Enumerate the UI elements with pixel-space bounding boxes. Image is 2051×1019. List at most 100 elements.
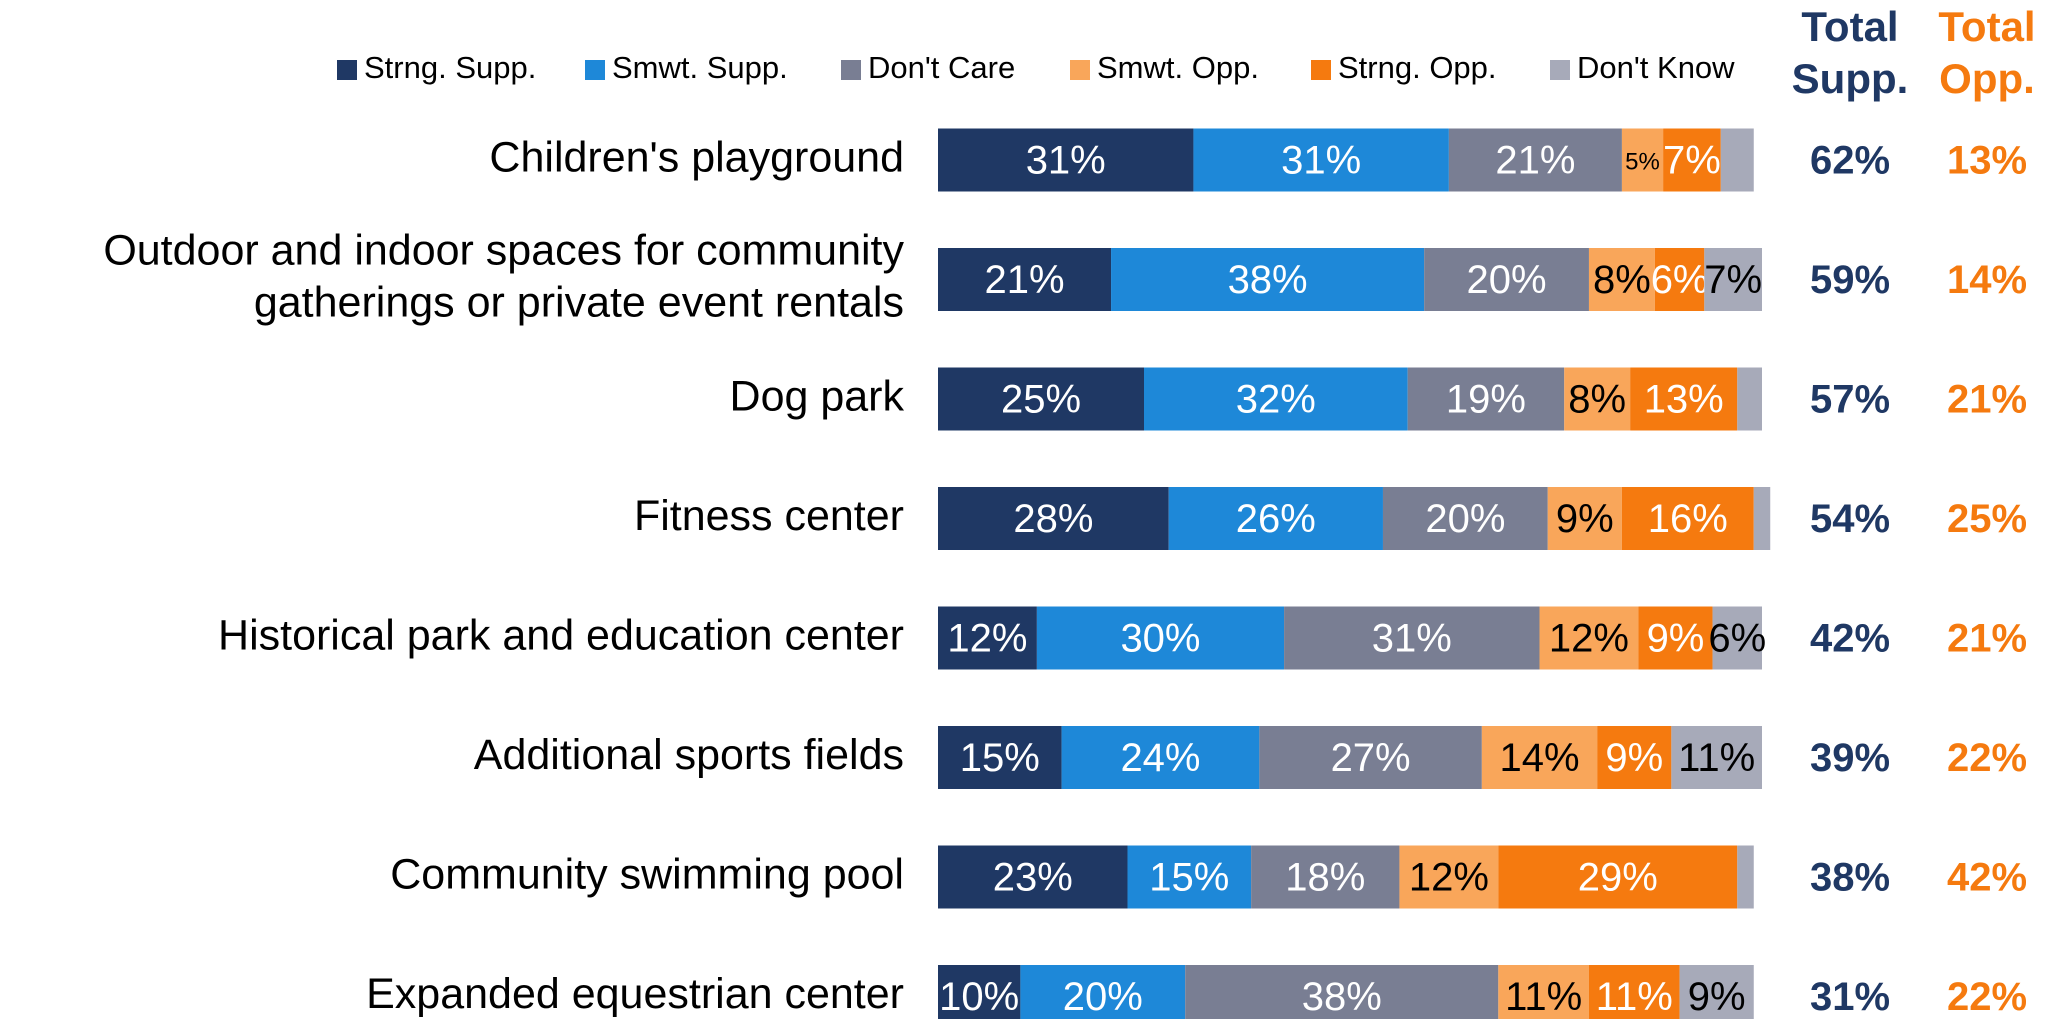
- bar-label: 16%: [1648, 497, 1728, 541]
- total-value: 14%: [1947, 258, 2027, 302]
- bar-segment: [938, 248, 1112, 311]
- bar-segment: [1638, 606, 1713, 670]
- bar-segment: [1251, 845, 1400, 909]
- legend-swatch: [1550, 60, 1570, 80]
- total-header: Total Supp.: [1792, 3, 1909, 102]
- bar-segment: [1259, 726, 1482, 789]
- legend-label: Smwt. Opp.: [1097, 50, 1259, 85]
- legend-label: Strng. Supp.: [364, 50, 536, 85]
- category-label: Historical park and education center: [218, 611, 904, 659]
- bar-segment: [1737, 367, 1762, 431]
- bar-segment: [1284, 606, 1540, 670]
- legend-swatch: [1070, 60, 1090, 80]
- bar-segment: [1588, 248, 1655, 311]
- bar-label: 14%: [1499, 736, 1579, 780]
- bar-segment: [1111, 248, 1425, 311]
- total-value: 31%: [1810, 975, 1890, 1019]
- bar-label: 18%: [1285, 856, 1365, 900]
- bar-segment: [1663, 128, 1721, 192]
- category-label: Dog park: [730, 372, 905, 420]
- bar-label: 7%: [1663, 139, 1721, 183]
- bar-label: 9%: [1688, 975, 1746, 1019]
- bar-label: 8%: [1593, 258, 1651, 302]
- bar-segment: [1382, 487, 1548, 550]
- total-header: Total Opp.: [1938, 3, 2035, 102]
- total-value: 54%: [1810, 497, 1890, 541]
- total-value: 42%: [1810, 617, 1890, 661]
- bar-label: 9%: [1556, 497, 1614, 541]
- bar-segment: [1720, 128, 1754, 192]
- legend-label: Don't Know: [1577, 50, 1735, 85]
- bar-label: 11%: [1505, 975, 1582, 1019]
- total-value: 21%: [1947, 617, 2027, 661]
- legend-label: Smwt. Supp.: [612, 50, 788, 85]
- bar-segment: [1407, 367, 1565, 431]
- bar-segment: [1753, 487, 1771, 550]
- bar-segment: [1127, 845, 1252, 909]
- bar-segment: [938, 726, 1062, 789]
- bar-segment: [1498, 965, 1589, 1019]
- total-value: 62%: [1810, 139, 1890, 183]
- bar-segment: [1185, 965, 1499, 1019]
- bar-label: 21%: [984, 258, 1064, 302]
- bar-label: 25%: [1001, 378, 1081, 422]
- bar-segment: [938, 487, 1169, 550]
- category-label: Fitness center: [634, 492, 904, 540]
- bar-segment: [1654, 248, 1705, 311]
- bar-label: 27%: [1331, 736, 1411, 780]
- total-value: 57%: [1810, 378, 1890, 422]
- bar-label: 11%: [1678, 736, 1755, 780]
- bar-label: 23%: [993, 856, 1073, 900]
- bar-label: 15%: [960, 736, 1040, 780]
- bar-segment: [1481, 726, 1598, 789]
- bar-label: 38%: [1302, 975, 1382, 1019]
- bar-segment: [1061, 726, 1260, 789]
- bar-label: 30%: [1120, 617, 1200, 661]
- bar-label: 11%: [1596, 975, 1673, 1019]
- bar-label: 5%: [1625, 148, 1660, 175]
- bar-label: 15%: [1149, 856, 1229, 900]
- bar-segment: [1679, 965, 1754, 1019]
- bar-segment: [1424, 248, 1589, 311]
- bar-segment: [1630, 367, 1738, 431]
- bar-label: 31%: [1281, 139, 1361, 183]
- bar-segment: [1036, 606, 1285, 670]
- bar-segment: [1671, 726, 1762, 789]
- bar-segment: [1144, 367, 1408, 431]
- bar-label: 6%: [1651, 258, 1709, 302]
- bar-label: 20%: [1467, 258, 1547, 302]
- category-label: Outdoor and indoor spaces for community g…: [103, 227, 904, 327]
- bar-segment: [938, 606, 1037, 670]
- bar-segment: [1621, 487, 1754, 550]
- bar-label: 10%: [939, 975, 1019, 1019]
- bar-segment: [1547, 487, 1622, 550]
- total-value: 21%: [1947, 378, 2027, 422]
- legend-swatch: [337, 60, 357, 80]
- bar-label: 12%: [1549, 617, 1629, 661]
- bar-segment: [1399, 845, 1499, 909]
- bar-label: 12%: [1409, 856, 1489, 900]
- bar-segment: [938, 965, 1021, 1019]
- legend-swatch: [1311, 60, 1331, 80]
- bar-label: 21%: [1495, 139, 1575, 183]
- bar-segment: [1564, 367, 1631, 431]
- total-value: 22%: [1947, 975, 2027, 1019]
- bar-label: 31%: [1372, 617, 1452, 661]
- bar-label: 24%: [1120, 736, 1200, 780]
- bar-label: 20%: [1425, 497, 1505, 541]
- bar-segment: [938, 845, 1128, 909]
- total-value: 25%: [1947, 497, 2027, 541]
- bar-segment: [1539, 606, 1639, 670]
- bar-label: 19%: [1446, 378, 1526, 422]
- bar-segment: [938, 128, 1194, 192]
- bar-label: 9%: [1605, 736, 1663, 780]
- bar-segment: [1020, 965, 1186, 1019]
- legend-label: Don't Care: [868, 50, 1015, 85]
- total-value: 59%: [1810, 258, 1890, 302]
- category-label: Expanded equestrian center: [366, 970, 904, 1018]
- bar-label: 20%: [1063, 975, 1143, 1019]
- bar-label: 9%: [1647, 617, 1705, 661]
- bar-segment: [1597, 726, 1672, 789]
- bar-segment: [1712, 606, 1762, 670]
